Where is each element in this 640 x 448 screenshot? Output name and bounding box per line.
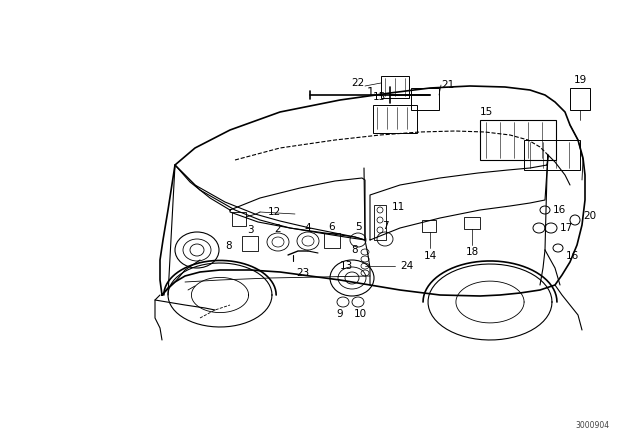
Text: 21: 21 xyxy=(441,80,454,90)
Text: 24: 24 xyxy=(400,261,413,271)
Text: 13: 13 xyxy=(340,261,353,271)
Bar xyxy=(232,212,246,226)
Bar xyxy=(411,88,439,110)
Text: 16: 16 xyxy=(566,251,579,261)
Text: 9: 9 xyxy=(337,309,343,319)
Bar xyxy=(480,120,556,160)
Text: 6: 6 xyxy=(329,222,335,232)
Text: 12: 12 xyxy=(268,207,281,217)
Bar xyxy=(422,220,436,232)
Text: 8: 8 xyxy=(225,241,232,251)
Bar xyxy=(524,140,580,170)
Text: 7: 7 xyxy=(381,221,388,231)
Text: 4: 4 xyxy=(305,223,311,233)
Text: 15: 15 xyxy=(373,92,387,102)
Text: 3: 3 xyxy=(246,225,253,235)
Text: 16: 16 xyxy=(553,205,566,215)
Text: 17: 17 xyxy=(560,223,573,233)
Bar xyxy=(374,205,386,240)
Text: 1: 1 xyxy=(366,86,374,99)
Text: 19: 19 xyxy=(573,75,587,85)
Bar xyxy=(464,217,480,229)
Bar xyxy=(242,236,258,251)
Text: 14: 14 xyxy=(424,251,436,261)
Text: 8: 8 xyxy=(352,245,358,255)
Bar xyxy=(373,105,417,133)
Bar xyxy=(324,233,340,248)
Text: 22: 22 xyxy=(352,78,365,88)
Text: 10: 10 xyxy=(353,309,367,319)
Text: 11: 11 xyxy=(392,202,405,212)
Text: 5: 5 xyxy=(355,222,362,232)
Text: 18: 18 xyxy=(465,247,479,257)
Bar xyxy=(381,76,409,98)
Text: 20: 20 xyxy=(583,211,596,221)
Text: 2: 2 xyxy=(275,224,282,234)
Text: 3000904: 3000904 xyxy=(576,421,610,430)
Bar xyxy=(570,88,590,110)
Text: 23: 23 xyxy=(296,268,310,278)
Text: 15: 15 xyxy=(480,107,493,117)
